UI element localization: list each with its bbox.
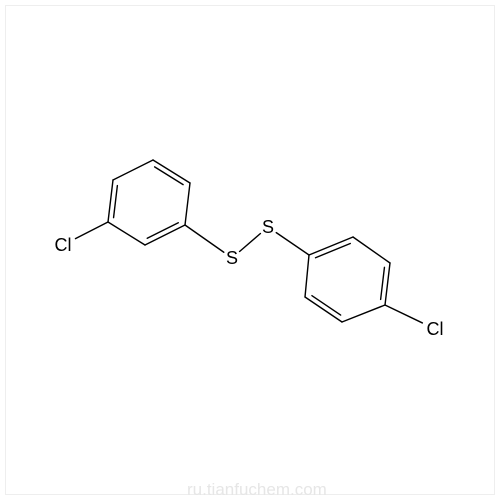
chemical-structure xyxy=(0,0,500,500)
atom-label-s2: S xyxy=(262,218,274,236)
atom-label-cl2: Cl xyxy=(427,320,444,338)
atom-label-s1: S xyxy=(226,249,238,267)
atom-label-cl1: Cl xyxy=(55,236,72,254)
